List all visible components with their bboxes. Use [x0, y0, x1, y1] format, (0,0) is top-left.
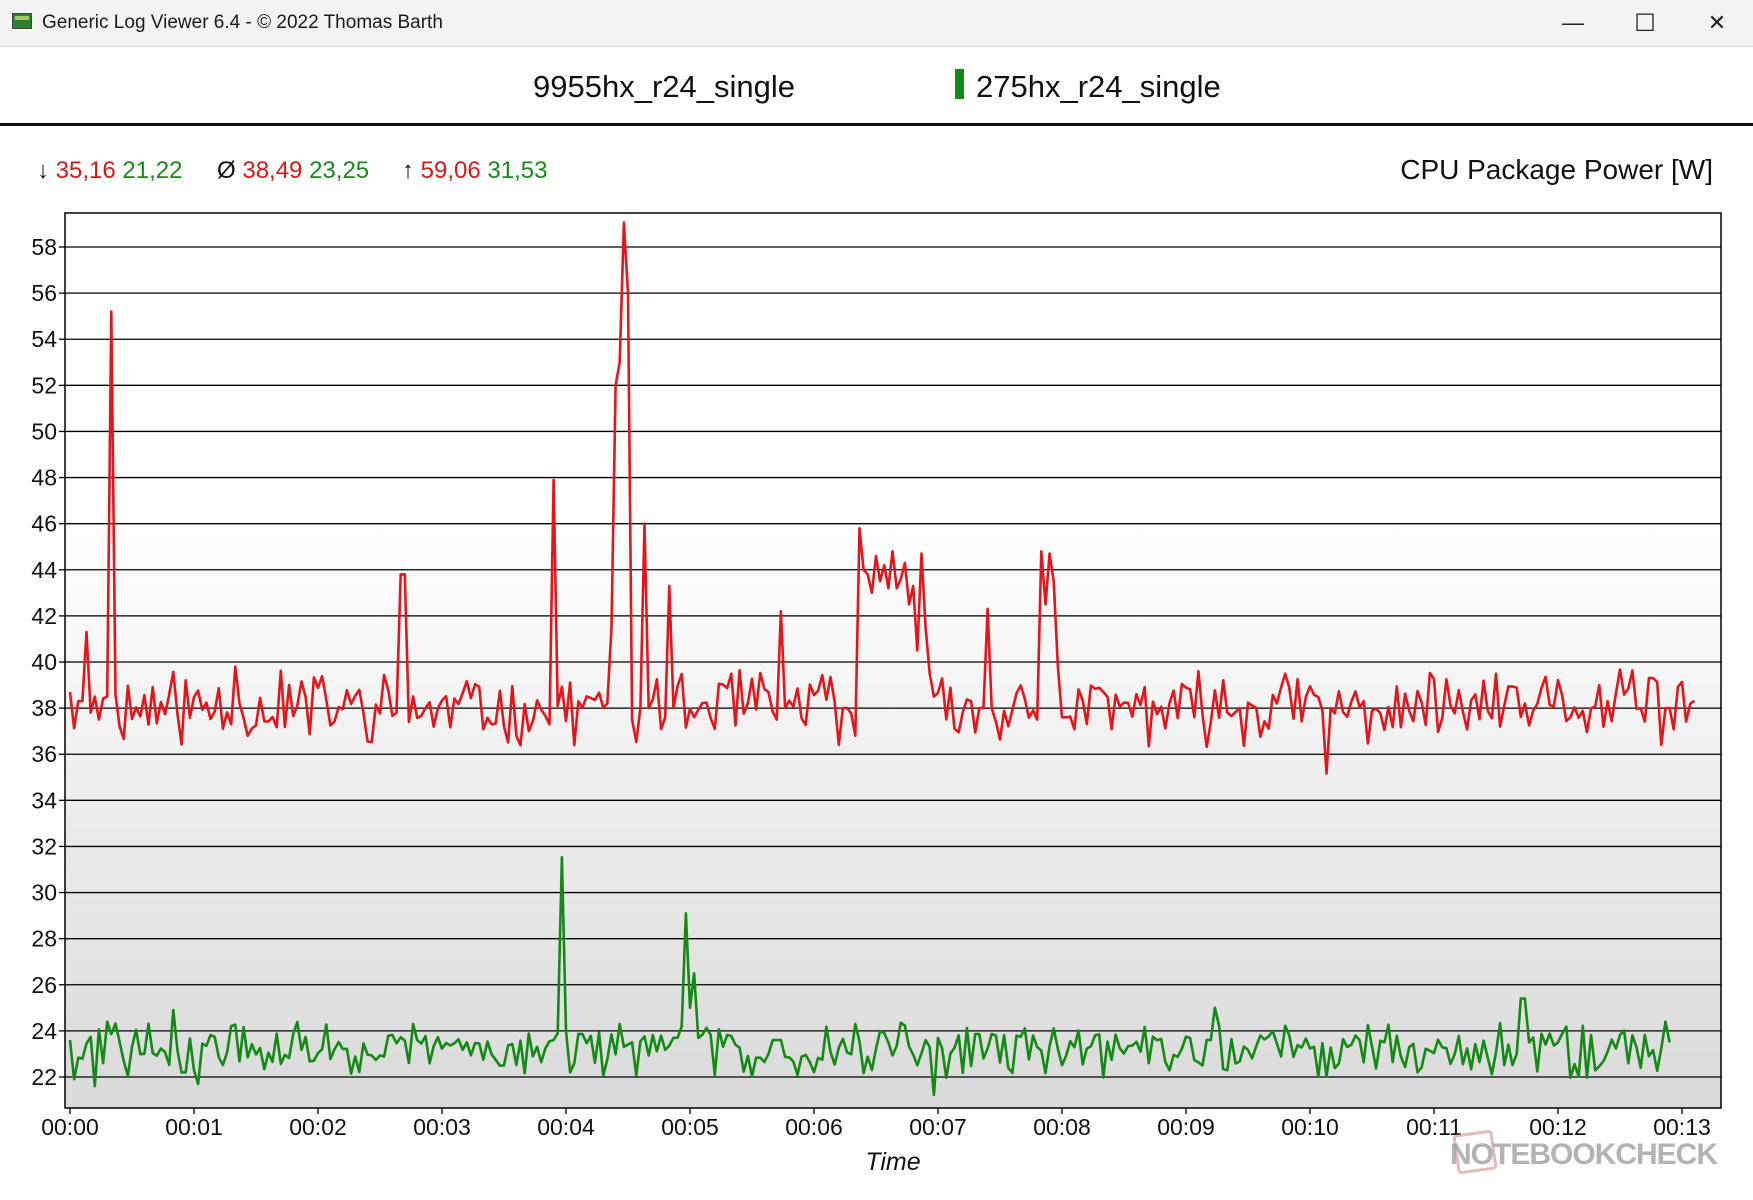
x-tick-label: 00:11 — [1406, 1114, 1462, 1140]
legend-series-9955hx[interactable]: 9955hx_r24_single — [533, 69, 795, 104]
close-button[interactable]: ✕ — [1707, 10, 1727, 35]
stat-min-series1: 35,16 — [55, 157, 116, 184]
min-arrow-icon: ↓ — [37, 157, 49, 184]
y-tick-label: 58 — [31, 234, 57, 260]
y-tick-label: 40 — [31, 649, 57, 675]
x-tick-label: 00:06 — [785, 1114, 843, 1140]
stats-avg: Ø 38,49 23,25 — [217, 157, 369, 185]
y-tick-label: 36 — [31, 741, 57, 767]
x-tick-label: 00:08 — [1033, 1114, 1091, 1140]
x-tick-label: 00:12 — [1529, 1114, 1587, 1140]
y-tick-label: 32 — [31, 833, 57, 859]
y-tick-label: 22 — [31, 1064, 57, 1090]
legend-swatch-275hx — [955, 69, 964, 99]
y-tick-label: 56 — [31, 280, 57, 306]
x-tick-label: 00:10 — [1281, 1114, 1339, 1140]
y-tick-label: 42 — [31, 603, 57, 629]
max-arrow-icon: ↑ — [402, 157, 414, 184]
watermark: NOTEBOOKCHECK — [1450, 1138, 1718, 1171]
y-tick-label: 46 — [31, 511, 57, 537]
y-tick-label: 50 — [31, 418, 57, 444]
y-tick-label: 54 — [31, 326, 57, 352]
avg-symbol-icon: Ø — [217, 157, 236, 184]
y-tick-label: 26 — [31, 972, 57, 998]
y-tick-label: 24 — [31, 1018, 57, 1044]
y-tick-label: 52 — [31, 372, 57, 398]
minimize-button[interactable]: — — [1562, 10, 1584, 35]
y-tick-label: 30 — [31, 880, 57, 906]
stat-min-series2: 21,22 — [122, 157, 183, 184]
stat-avg-series2: 23,25 — [309, 157, 370, 184]
stat-max-series1: 59,06 — [420, 157, 481, 184]
stats-max: ↑ 59,06 31,53 — [402, 157, 547, 185]
legend-series-275hx[interactable]: 275hx_r24_single — [976, 69, 1221, 104]
stats-min: ↓ 35,16 21,22 — [37, 157, 182, 185]
plot-area — [64, 212, 1722, 1109]
stat-max-series2: 31,53 — [487, 157, 548, 184]
x-tick-label: 00:03 — [413, 1114, 471, 1140]
x-tick-label: 00:00 — [41, 1114, 99, 1140]
x-tick-label: 00:04 — [537, 1114, 595, 1140]
window-title: Generic Log Viewer 6.4 - © 2022 Thomas B… — [42, 12, 443, 33]
x-tick-label: 00:02 — [289, 1114, 347, 1140]
chart-title: CPU Package Power [W] — [1400, 154, 1713, 185]
maximize-button[interactable]: ☐ — [1634, 9, 1656, 37]
x-tick-label: 00:01 — [165, 1114, 223, 1140]
x-tick-label: 00:09 — [1157, 1114, 1215, 1140]
legend-bar: 9955hx_r24_single 275hx_r24_single — [0, 47, 1753, 126]
y-tick-label: 44 — [31, 557, 57, 583]
x-tick-label: 00:05 — [661, 1114, 719, 1140]
x-axis-label: Time — [865, 1148, 920, 1176]
series-line-2 — [68, 856, 1671, 1097]
series-line-1 — [68, 221, 1696, 775]
title-bar: Generic Log Viewer 6.4 - © 2022 Thomas B… — [0, 0, 1753, 47]
y-tick-label: 38 — [31, 695, 57, 721]
y-tick-label: 28 — [31, 926, 57, 952]
x-tick-label: 00:07 — [909, 1114, 967, 1140]
app-icon — [12, 13, 32, 29]
stat-avg-series1: 38,49 — [242, 157, 303, 184]
x-tick-label: 00:13 — [1653, 1114, 1711, 1140]
y-tick-label: 48 — [31, 465, 57, 491]
y-tick-label: 34 — [31, 787, 57, 813]
